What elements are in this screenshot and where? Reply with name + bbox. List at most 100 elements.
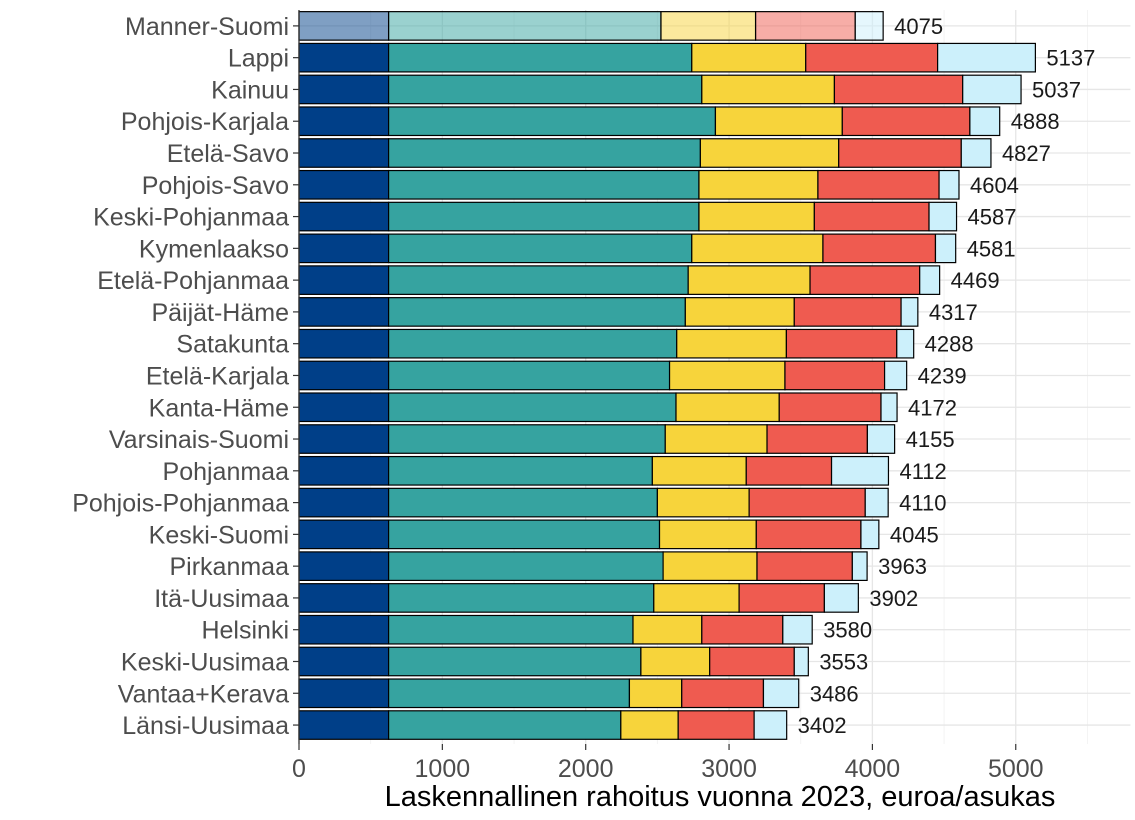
bar-segment [298, 328, 390, 359]
bar-segment [387, 455, 653, 486]
bar-segment [822, 233, 937, 264]
bar-total-label: 4317 [929, 300, 978, 325]
bar-segment [681, 678, 765, 709]
bar-segment [676, 328, 787, 359]
bar-segment [919, 265, 941, 295]
bar-segment [387, 551, 664, 582]
bar-segment [937, 42, 1036, 73]
bar-segment [864, 487, 889, 518]
y-tick-label: Satakunta [176, 331, 289, 359]
bar-segment [298, 551, 390, 582]
bar-segment [653, 583, 740, 613]
bar-total-label: 4075 [894, 14, 943, 39]
bar-segment [755, 519, 862, 550]
bar-segment [748, 487, 866, 518]
bar-segment [640, 646, 711, 677]
bar-segment [699, 138, 840, 168]
bar-segment [778, 392, 882, 423]
bar-total-label: 4288 [925, 332, 974, 357]
bar-segment [701, 74, 836, 105]
bar-segment [387, 233, 693, 264]
bar-segment [934, 233, 957, 264]
bar-segment [298, 265, 390, 295]
bar-segment [387, 678, 631, 709]
bar-segment [833, 74, 964, 105]
bar-segment [387, 138, 701, 168]
bar-segment [691, 42, 807, 73]
y-tick-label: Etelä-Karjala [146, 362, 289, 390]
bar-total-label: 5037 [1032, 77, 1081, 102]
bar-segment [298, 614, 390, 645]
bar-segment [813, 201, 930, 232]
bar-segment [745, 455, 833, 486]
bar-segment [298, 583, 390, 613]
bar-segment [962, 74, 1022, 105]
bar-segment [298, 678, 390, 709]
y-tick-label: Helsinki [201, 617, 289, 645]
bar-segment [709, 646, 795, 677]
bar-segment [298, 106, 390, 137]
bar-segment [387, 583, 655, 613]
y-tick-label: Keski-Pohjanmaa [93, 204, 289, 232]
x-tick-label: 4000 [845, 755, 901, 783]
bar-total-label: 4155 [906, 427, 955, 452]
y-tick-label: Pohjois-Pohjanmaa [72, 490, 289, 518]
bar-segment [656, 487, 750, 518]
bar-segment [298, 169, 390, 200]
x-tick-label-group: 0 1000 2000 3000 4000 5000 [292, 744, 1044, 783]
bar-segment [753, 710, 788, 740]
y-tick-label: Varsinais-Suomi [109, 426, 289, 454]
bar-total-label: 4110 [899, 491, 946, 516]
bar-segment [766, 424, 868, 454]
bar-segment [677, 710, 755, 740]
y-tick-label: Itä-Uusimaa [154, 585, 289, 613]
x-tick-label: 0 [292, 755, 306, 783]
y-tick-label-group: Manner-Suomi Lappi Kainuu Pohjois-Karjala Et… [72, 13, 299, 740]
bar-segment [628, 678, 683, 709]
bar-segment [756, 551, 853, 582]
bar-segment [298, 424, 390, 454]
bar-segment [823, 583, 859, 613]
bar-segment [298, 455, 390, 486]
bar-segment [838, 138, 962, 168]
y-tick-label: Pohjanmaa [163, 458, 290, 486]
bar-segment [387, 42, 693, 73]
bar-segment [698, 201, 815, 232]
bar-segment [387, 106, 717, 137]
bar-total-label: 4581 [967, 236, 1016, 261]
bar-segment [969, 106, 1001, 137]
y-tick-label: Päijät-Häme [151, 299, 289, 327]
bar-segment [387, 519, 661, 550]
bar-segment [298, 710, 390, 740]
bar-segment [684, 297, 795, 327]
bar-segment [387, 74, 703, 105]
x-tick-label: 2000 [558, 755, 614, 783]
y-tick-label: Manner-Suomi [125, 13, 289, 41]
y-tick-label: Kanta-Häme [149, 394, 289, 422]
bar-segment [754, 11, 856, 41]
bar-segment [701, 614, 784, 645]
bar-segment [651, 455, 747, 486]
y-tick-label: Keski-Suomi [149, 521, 289, 549]
y-tick-label: Pohjois-Karjala [121, 108, 289, 136]
bar-segment [687, 265, 811, 295]
bar-segment [851, 551, 868, 582]
x-tick-label: 5000 [988, 755, 1044, 783]
bar-segment [387, 710, 622, 740]
bar-segment [620, 710, 679, 740]
bar-segment [298, 11, 390, 41]
bar-segment [817, 169, 940, 200]
y-tick-label: Vantaa+Kerava [118, 680, 289, 708]
bar-segment [298, 646, 390, 677]
bar-segment [387, 265, 689, 295]
total-label-group: 4075 5137 5037 4888 4827 4604 4587 4581 4469 4317… [798, 14, 1096, 738]
bar-segment [938, 169, 960, 200]
bar-segment [675, 392, 780, 423]
y-tick-label: Keski-Uusimaa [121, 648, 289, 676]
bar-segment [805, 42, 939, 73]
bar-segment [298, 519, 390, 550]
bar-segment [298, 233, 390, 264]
bar-segment [714, 106, 843, 137]
bar-total-label: 4587 [968, 205, 1017, 230]
